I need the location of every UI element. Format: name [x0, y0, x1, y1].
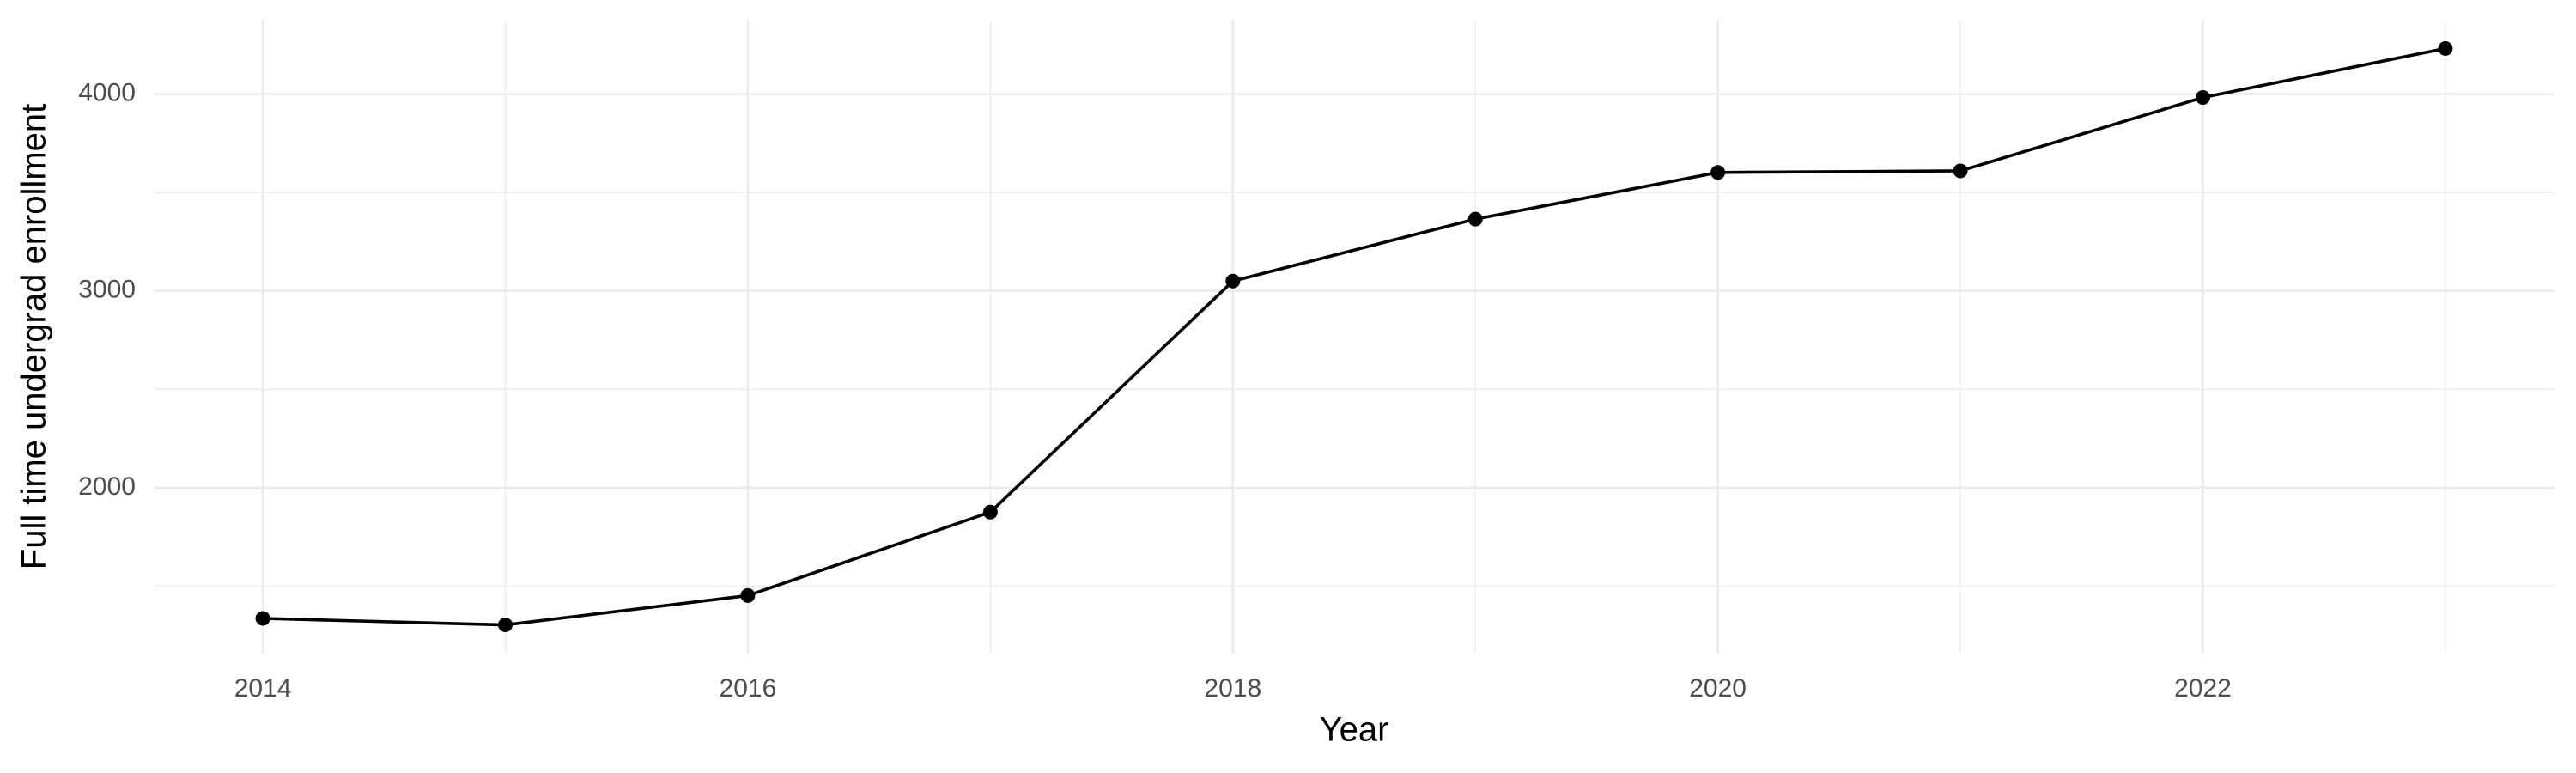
y-tick-label: 3000 — [78, 276, 136, 304]
point — [1467, 211, 1483, 227]
x-tick-label: 2022 — [2174, 674, 2232, 703]
y-tick-label: 2000 — [78, 472, 136, 501]
y-axis-title: Full time undergrad enrollment — [15, 104, 53, 569]
point — [2438, 40, 2453, 56]
point — [1225, 273, 1241, 289]
x-axis-title: Year — [1320, 711, 1389, 749]
point — [1710, 165, 1726, 180]
point — [1953, 163, 1968, 179]
point — [2195, 90, 2210, 106]
y-tick-label: 4000 — [78, 79, 136, 107]
point — [255, 611, 270, 626]
point — [498, 618, 513, 633]
line — [263, 46, 2446, 627]
point — [740, 587, 756, 603]
x-tick-label: 2020 — [1689, 674, 1747, 703]
x-tick-label: 2014 — [234, 674, 292, 703]
point — [982, 504, 998, 520]
x-tick-label: 2016 — [720, 674, 777, 703]
x-tick-label: 2018 — [1204, 674, 1261, 703]
